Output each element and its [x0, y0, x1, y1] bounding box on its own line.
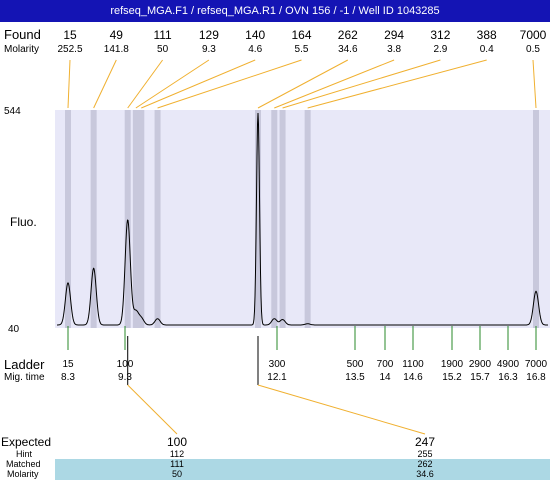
found-size: 49	[110, 28, 124, 42]
ladder-size: 100	[117, 359, 134, 370]
peak-leader-line	[135, 59, 210, 109]
expected-matched: 262	[417, 459, 432, 469]
found-size: 129	[199, 28, 219, 42]
expected-expected: 247	[415, 435, 435, 449]
ladder-label: Ladder	[4, 357, 45, 372]
found-size: 294	[384, 28, 404, 42]
found-size: 388	[477, 28, 497, 42]
ladder-mig-time: 8.3	[61, 372, 75, 383]
peak-band	[132, 110, 139, 328]
peak-leader-line	[257, 59, 349, 109]
expected-hint: 255	[417, 449, 432, 459]
found-label: Found	[4, 27, 41, 42]
peak-leader-line	[274, 59, 395, 109]
ladder-mig-time: 14.6	[403, 372, 423, 383]
peak-band	[271, 110, 278, 328]
window-title: refseq_MGA.F1 / refseq_MGA.R1 / OVN 156 …	[0, 0, 550, 22]
ladder-mig-time: 9.3	[118, 372, 132, 383]
peak-band	[304, 110, 311, 328]
molarity-label: Molarity	[4, 44, 39, 55]
found-molarity: 0.5	[526, 44, 540, 55]
matched-row-background	[55, 459, 550, 469]
found-size: 111	[153, 28, 172, 42]
fluorescence-trace	[57, 112, 548, 326]
ladder-size: 7000	[525, 359, 548, 370]
peak-band	[279, 110, 286, 328]
ladder-mig-time: 13.5	[345, 372, 365, 383]
peak-leader-line	[93, 59, 117, 109]
expected-leader-line	[257, 384, 426, 435]
expected-expected: 100	[167, 435, 187, 449]
ladder-size: 300	[269, 359, 286, 370]
ladder-mig-time: 15.7	[470, 372, 490, 383]
found-size: 164	[291, 28, 311, 42]
found-molarity: 34.6	[338, 44, 358, 55]
expected-hint: 112	[170, 449, 184, 459]
ladder-mig-time: 14	[379, 372, 391, 383]
molarity-row-background	[55, 469, 550, 480]
found-molarity: 9.3	[202, 44, 216, 55]
peak-band	[65, 110, 71, 328]
peak-band	[90, 110, 97, 328]
ladder-size: 15	[62, 359, 74, 370]
found-molarity: 3.8	[387, 44, 401, 55]
ladder-size: 2900	[469, 359, 492, 370]
found-molarity: 141.8	[104, 44, 129, 55]
peak-band	[138, 110, 145, 328]
ladder-mig-time: 12.1	[267, 372, 287, 383]
peak-leader-line	[67, 59, 71, 109]
found-molarity: 2.9	[433, 44, 447, 55]
found-molarity: 252.5	[57, 44, 82, 55]
peak-leader-line	[141, 59, 256, 109]
peak-band	[124, 110, 131, 328]
ladder-size: 1100	[402, 359, 424, 370]
y-min-label: 40	[8, 324, 20, 335]
peak-leader-line	[282, 59, 441, 109]
peak-leader-line	[307, 59, 487, 109]
found-molarity: 0.4	[480, 44, 494, 55]
ladder-size: 4900	[497, 359, 520, 370]
peak-leader-line	[157, 59, 302, 109]
ladder-mig-time: 16.8	[526, 372, 546, 383]
peak-leader-line	[127, 59, 164, 109]
ladder-size: 500	[347, 359, 364, 370]
found-molarity: 5.5	[295, 44, 309, 55]
matched-label: Matched	[6, 459, 41, 469]
y-max-label: 544	[4, 106, 21, 117]
found-molarity: 50	[157, 44, 169, 55]
expected-molarity: 34.6	[416, 469, 434, 479]
peak-band	[154, 110, 161, 328]
found-molarity: 4.6	[248, 44, 262, 55]
ladder-size: 1900	[441, 359, 464, 370]
expected-label: Expected	[1, 435, 51, 449]
expected-leader-line	[127, 384, 178, 435]
ladder-mig-time: 16.3	[498, 372, 518, 383]
ladder-size: 700	[377, 359, 394, 370]
peak-leader-line	[532, 59, 537, 109]
expected-molarity: 50	[172, 469, 182, 479]
fluo-label: Fluo.	[10, 215, 37, 229]
peak-band	[533, 110, 539, 328]
molarity-bottom-label: Molarity	[7, 469, 39, 479]
mig-time-label: Mig. time	[4, 372, 45, 383]
found-size: 7000	[520, 28, 547, 42]
peak-band	[255, 110, 261, 328]
found-size: 140	[245, 28, 265, 42]
found-size: 15	[63, 28, 77, 42]
found-size: 262	[338, 28, 358, 42]
hint-label: Hint	[16, 449, 33, 459]
ladder-mig-time: 15.2	[442, 372, 462, 383]
expected-matched: 111	[170, 459, 184, 469]
found-size: 312	[430, 28, 450, 42]
